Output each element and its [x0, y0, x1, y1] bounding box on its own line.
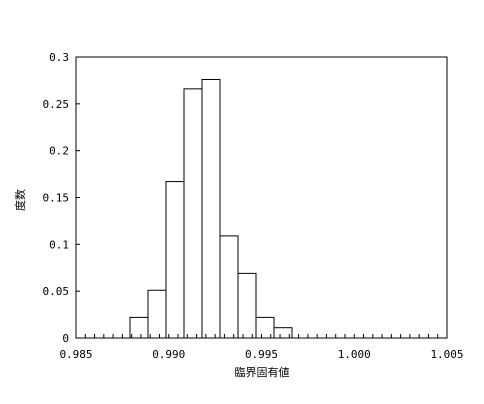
histogram-bar	[201, 78, 221, 339]
y-tick-label: 0	[62, 332, 69, 345]
y-tick-label: 0.2	[49, 145, 69, 158]
y-tick-label: 0.25	[43, 98, 70, 111]
histogram-bar	[219, 235, 239, 339]
x-tick-label: 0.985	[59, 348, 92, 361]
plot-frame	[75, 56, 448, 339]
y-tick-label: 0.3	[49, 51, 69, 64]
y-tick-label: 0.15	[43, 192, 70, 205]
histogram-bar	[255, 316, 275, 339]
histogram-bar	[237, 272, 257, 339]
x-tick-label: 1.005	[430, 348, 463, 361]
x-tick-label: 1.000	[338, 348, 371, 361]
x-tick-label: 0.995	[245, 348, 278, 361]
x-axis-label: 臨界固有値	[235, 365, 290, 379]
histogram-bar	[129, 316, 149, 339]
x-tick-label: 0.990	[152, 348, 185, 361]
y-axis-label: 度数	[13, 189, 27, 211]
histogram-bar	[147, 289, 167, 339]
y-tick-label: 0.1	[49, 238, 69, 251]
y-tick-label: 0.05	[43, 285, 70, 298]
histogram-bar	[273, 327, 293, 339]
histogram-bar	[183, 88, 203, 339]
histogram-bar	[165, 181, 185, 339]
